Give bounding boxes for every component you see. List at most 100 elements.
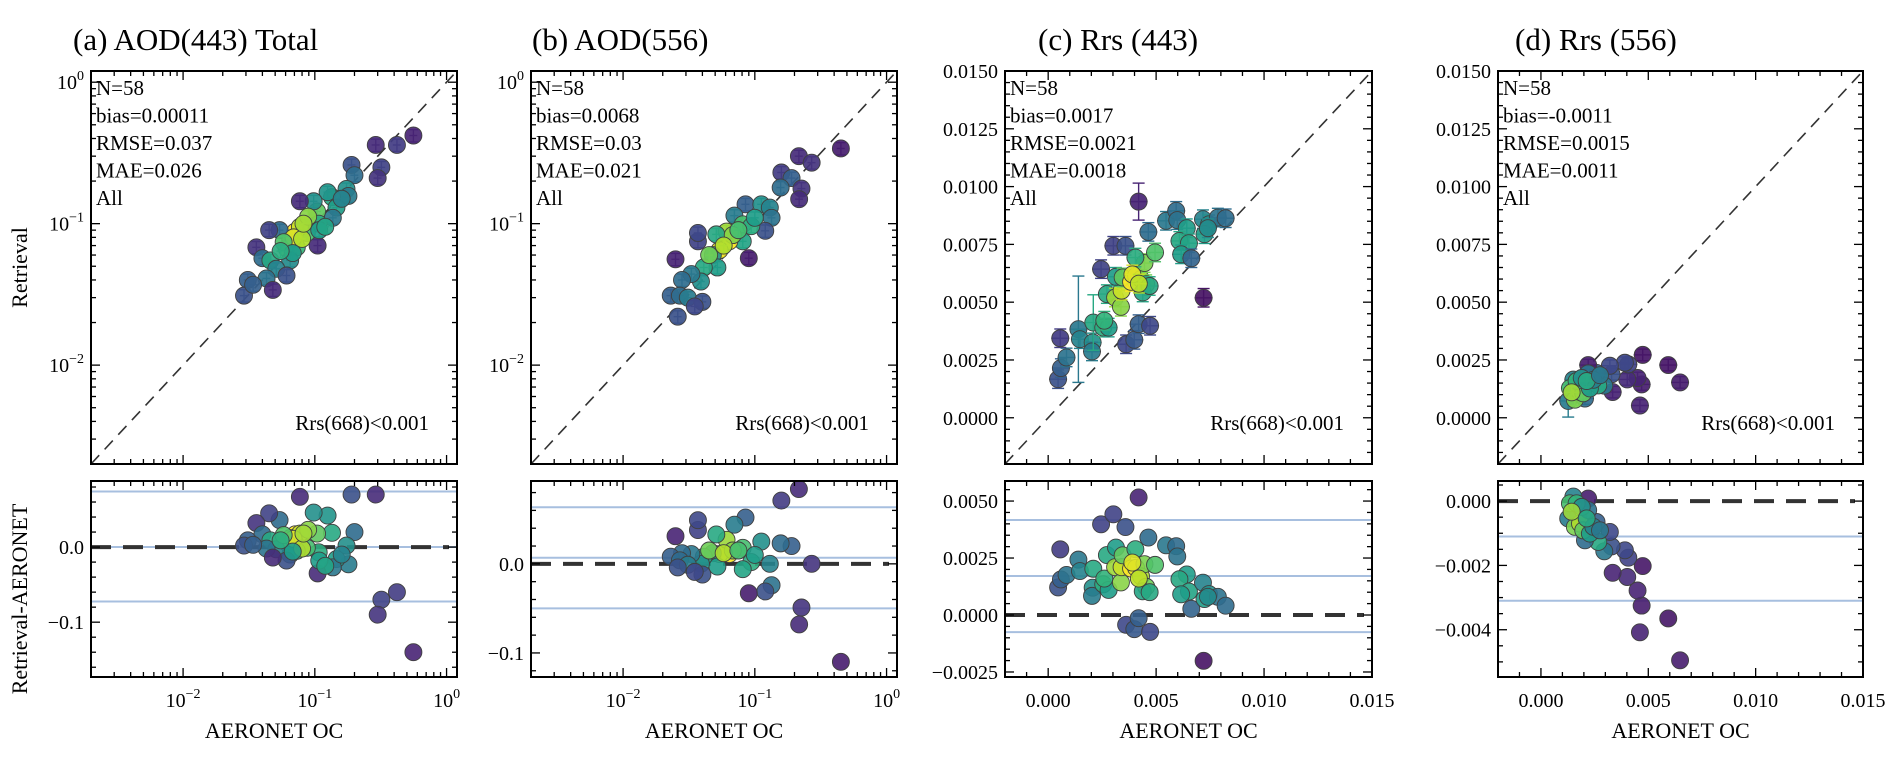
residual-point — [1104, 505, 1123, 524]
axes-frame — [90, 480, 458, 678]
data-point — [1182, 249, 1201, 268]
residual-point — [283, 542, 302, 561]
tick-label: 0.0075 — [943, 234, 998, 256]
residual-point — [685, 562, 704, 581]
stat-text: N=58 — [1503, 76, 1551, 100]
residual-point — [714, 544, 733, 563]
stat-text: All — [1503, 186, 1530, 210]
x-axis-label: AERONET OC — [645, 718, 783, 743]
residual-plot-area — [1005, 488, 1372, 670]
stat-text: bias=-0.0011 — [1503, 104, 1613, 128]
tick-label: 0.0025 — [943, 548, 998, 570]
data-point — [668, 307, 687, 326]
residual-point — [1146, 555, 1164, 574]
data-point — [1051, 329, 1070, 348]
residual-point — [1168, 547, 1187, 566]
data-point — [700, 246, 719, 264]
filter-annotation: Rrs(668)<0.001 — [735, 411, 869, 435]
tick-label: 0.0125 — [943, 119, 998, 141]
residual-plot-area — [1498, 487, 1863, 670]
residual-point — [260, 504, 279, 523]
data-point — [1111, 297, 1130, 316]
tick-label: 100 — [57, 69, 84, 94]
residual-point — [271, 531, 290, 550]
axes-frame — [1004, 480, 1373, 678]
residual-point — [1628, 581, 1647, 600]
data-point — [345, 166, 364, 185]
tick-label: 10−1 — [297, 687, 332, 712]
residual-point — [1603, 563, 1622, 582]
tick-label: 0.0150 — [943, 61, 998, 83]
residual-point — [1129, 569, 1148, 588]
residual-point — [368, 605, 387, 624]
data-point — [404, 126, 423, 145]
data-point — [1139, 222, 1158, 241]
residual-axes: 0.0050 0.0025 0.0000 −0.0025 0.000 0.005 0.010… — [932, 480, 1395, 743]
panel-title: (a) AOD(443) Total — [73, 22, 318, 57]
data-point — [368, 169, 387, 188]
tick-label: −0.1 — [48, 612, 84, 634]
tick-label: −0.002 — [1435, 555, 1491, 577]
residual-point — [1182, 599, 1201, 618]
tick-exponent: −1 — [69, 211, 84, 226]
tick-base: 10 — [497, 72, 517, 94]
stat-text: bias=0.0068 — [536, 104, 639, 128]
tick-label: 0.000 — [1446, 491, 1491, 513]
data-point — [739, 249, 758, 268]
tick-label: −0.004 — [1435, 620, 1491, 642]
data-point — [714, 236, 733, 255]
residual-axes: 0.000 −0.002 −0.004 0.000 0.005 0.010 0.015 AER… — [1435, 480, 1886, 743]
data-point — [666, 250, 685, 269]
axes-frame — [530, 70, 898, 465]
filter-annotation: Rrs(668)<0.001 — [295, 411, 429, 435]
data-point — [1092, 260, 1111, 279]
residual-point — [1140, 583, 1159, 602]
data-point — [1057, 348, 1076, 367]
tick-base: 10 — [873, 690, 893, 712]
data-point — [1216, 209, 1235, 228]
axes-frame — [530, 480, 898, 678]
data-point — [271, 242, 290, 261]
data-point — [1194, 288, 1213, 307]
x-axis-label: AERONET OC — [1119, 718, 1257, 743]
tick-exponent: 0 — [77, 69, 84, 84]
tick-base: 10 — [166, 690, 186, 712]
data-point — [802, 153, 821, 172]
data-point — [1633, 345, 1652, 364]
data-point — [790, 190, 809, 209]
residual-point — [729, 541, 748, 560]
tick-label: 0.005 — [1134, 690, 1179, 712]
data-point — [831, 139, 850, 158]
residual-point — [772, 491, 791, 510]
residual-point — [1659, 609, 1678, 628]
stat-text: N=58 — [96, 76, 144, 100]
residual-point — [316, 556, 335, 575]
data-point — [316, 217, 335, 236]
data-point — [1591, 366, 1609, 385]
data-point — [1095, 311, 1114, 330]
residual-point — [1630, 623, 1649, 642]
axes-frame — [90, 70, 458, 465]
residual-plot-area — [91, 485, 457, 662]
tick-base: 10 — [57, 72, 77, 94]
residual-point — [1671, 651, 1690, 670]
tick-exponent: 0 — [517, 69, 524, 84]
residual-point — [700, 541, 719, 560]
tick-label: 0.0100 — [1436, 177, 1491, 199]
data-point — [1141, 316, 1160, 335]
residual-point — [668, 558, 687, 577]
stat-text: RMSE=0.0021 — [1010, 131, 1137, 155]
y-axis-label: Retrieval — [7, 227, 32, 308]
plot-area — [1005, 71, 1372, 464]
residual-point — [1092, 515, 1111, 534]
tick-base: 10 — [489, 214, 509, 236]
tick-exponent: −1 — [317, 687, 332, 702]
stat-text: RMSE=0.037 — [96, 131, 212, 155]
stat-text: RMSE=0.0015 — [1503, 131, 1630, 155]
tick-base: 10 — [49, 214, 69, 236]
filter-annotation: Rrs(668)<0.001 — [1210, 411, 1344, 435]
tick-label: 0.0000 — [943, 408, 998, 430]
residual-point — [1562, 502, 1581, 521]
residual-point — [831, 652, 850, 671]
